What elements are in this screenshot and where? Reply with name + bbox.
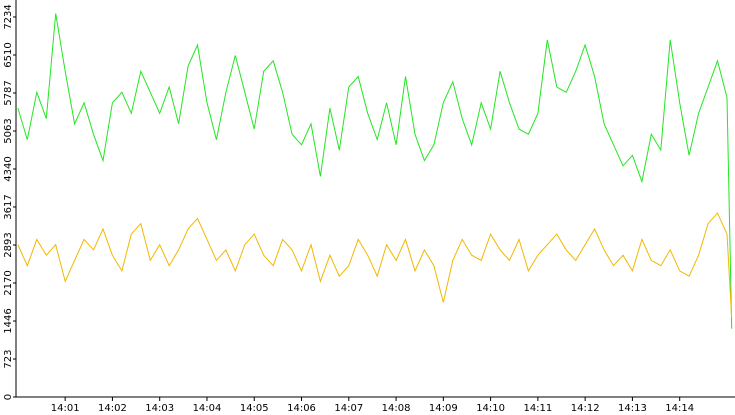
y-tick-label: 7234: [3, 4, 14, 29]
y-tick-label: 2170: [3, 270, 14, 295]
x-tick-label: 14:13: [618, 403, 647, 414]
y-tick-label: 4340: [3, 156, 14, 181]
series-line: [17, 212, 733, 319]
y-tick-label: 6510: [3, 42, 14, 67]
y-tick-label: 5787: [3, 80, 14, 105]
x-tick-label: 14:12: [571, 403, 600, 414]
x-tick-label: 14:10: [476, 403, 505, 414]
x-tick-label: 14:08: [382, 403, 411, 414]
y-tick-label: 3617: [3, 194, 14, 219]
x-tick-label: 14:01: [51, 403, 80, 414]
x-tick-label: 14:07: [334, 403, 363, 414]
x-tick-label: 14:06: [287, 403, 316, 414]
x-tick-label: 14:05: [240, 403, 269, 414]
x-tick-label: 14:11: [523, 403, 552, 414]
y-tick-label: 1446: [3, 308, 14, 333]
series-line: [17, 13, 733, 329]
x-tick-label: 14:02: [98, 403, 127, 414]
y-tick-label: 2893: [3, 232, 14, 257]
x-tick-label: 14:04: [193, 403, 222, 414]
y-tick-label: 5063: [3, 118, 14, 143]
y-tick-label: 0: [3, 394, 14, 400]
x-tick-label: 14:09: [429, 403, 458, 414]
x-tick-label: 14:03: [145, 403, 174, 414]
x-tick-label: 14:14: [665, 403, 694, 414]
y-tick-label: 723: [3, 349, 14, 368]
